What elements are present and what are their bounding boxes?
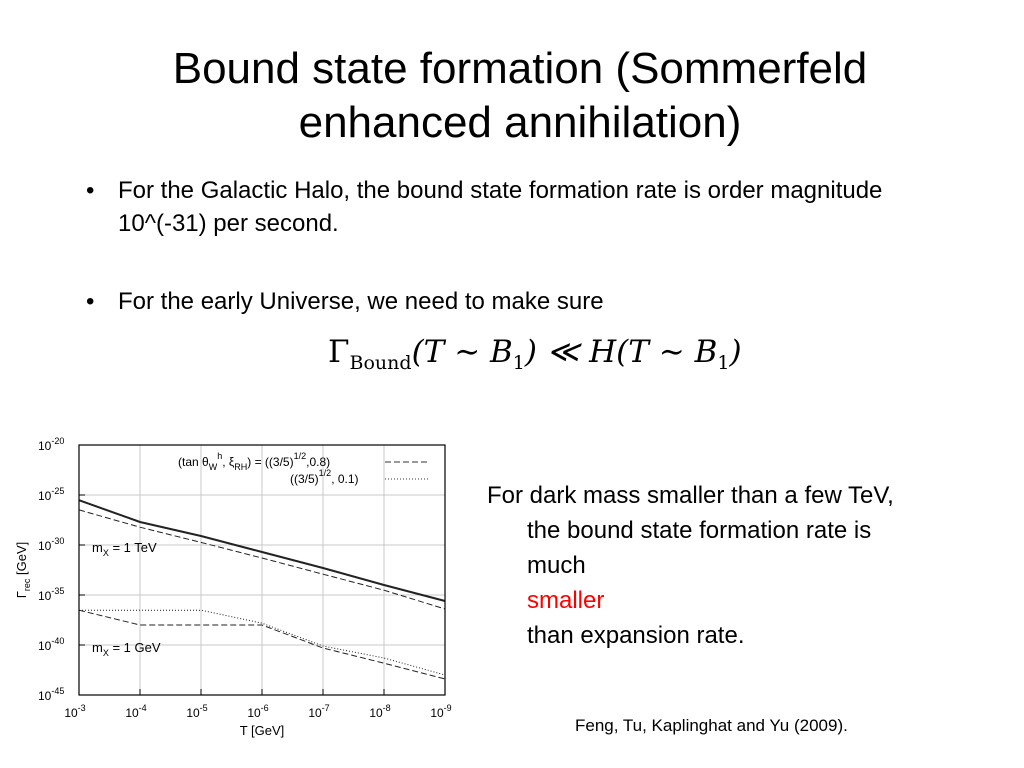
y-tick-exponent: -40: [51, 636, 64, 646]
x-tick-exponent: -4: [139, 703, 147, 713]
x-tick-label: 10-4: [125, 703, 146, 720]
series-line-1: [78, 499, 446, 602]
x-tick-label: 10-8: [369, 703, 390, 720]
annotation-mx-1gev-sub: X: [103, 648, 109, 658]
side-text-line-2: the bound state formation rate is: [527, 517, 872, 544]
annotation-mx-1tev-sub: X: [103, 548, 109, 558]
bullet-marker: •: [86, 177, 95, 204]
equation-close: ): [729, 334, 742, 370]
bullet-item: • For the Galactic Halo, the bound state…: [86, 174, 966, 240]
annotation-mx-1gev: mX = 1 GeV: [92, 640, 161, 658]
annotation-mx-1tev: mX = 1 TeV: [92, 540, 157, 558]
x-tick-label: 10-6: [247, 703, 268, 720]
legend-line-1-sub-w: W: [209, 462, 218, 472]
side-text-line-3: much smaller than expansion rate.: [487, 548, 987, 653]
highlighted-word-smaller: smaller: [527, 587, 605, 614]
x-axis-label: T [GeV]: [240, 723, 285, 738]
y-tick-mantissa: 10: [38, 589, 52, 603]
y-tick-mantissa: 10: [38, 539, 52, 553]
legend-line-2-tail: , 0.1): [331, 472, 358, 486]
y-tick-mantissa: 10: [38, 689, 52, 703]
x-tick-exponent: -9: [444, 703, 452, 713]
bullet-list: • For the Galactic Halo, the bound state…: [86, 174, 966, 318]
x-tick-exponent: -7: [322, 703, 330, 713]
side-explanation: For dark mass smaller than a few TeV, th…: [487, 478, 987, 653]
legend-line-2-sup: 1/2: [319, 468, 332, 478]
y-tick-mantissa: 10: [38, 489, 52, 503]
side-text-line-1: For dark mass smaller than a few TeV,: [487, 482, 894, 509]
x-tick-label: 10-9: [430, 703, 451, 720]
legend-line-1-sup: 1/2: [294, 451, 307, 461]
chart-grid: [78, 444, 446, 696]
series-line-3: [79, 609, 446, 676]
x-tick-label: 10-7: [308, 703, 329, 720]
legend-line-2: ((3/5)1/2, 0.1): [290, 468, 359, 486]
y-tick-label: 10-30: [38, 536, 64, 553]
y-tick-mantissa: 10: [38, 439, 52, 453]
equation-subscript-2: 1: [717, 352, 730, 375]
x-tick-mantissa: 10: [186, 706, 200, 720]
legend-line-1-tail: ,0.8): [306, 455, 330, 469]
y-axis-label-main: Γ: [14, 591, 29, 598]
slide-title: Bound state formation (Sommerfeld enhanc…: [120, 42, 920, 150]
legend-line-1-mid: , ξ: [222, 455, 235, 469]
equation-relation: ) ≪ H(T ∼ B: [524, 334, 718, 370]
equation-lhs-args: (T ∼ B: [411, 334, 513, 370]
y-tick-exponent: -45: [51, 686, 64, 696]
x-tick-label: 10-3: [64, 703, 85, 720]
y-tick-label: 10-20: [38, 436, 64, 453]
x-tick-mantissa: 10: [64, 706, 78, 720]
recombination-rate-chart: 10-3 10-4 10-5 10-6 10-7 10-8 10-910-2010-2510…: [14, 436, 452, 738]
legend-line-2-prefix: ((3/5): [290, 472, 319, 486]
slide-title-line-2: enhanced annihilation): [298, 98, 742, 147]
annotation-mx-1tev-pre: m: [92, 540, 103, 555]
side-text-line-3-pre: much: [527, 552, 586, 579]
chart-ticks: 10-3 10-4 10-5 10-6 10-7 10-8 10-910-2010-2510…: [38, 436, 452, 720]
gamma-symbol: Γ: [328, 334, 350, 370]
gamma-subscript: Bound: [349, 352, 412, 375]
citation: Feng, Tu, Kaplinghat and Yu (2009).: [575, 716, 848, 735]
annotation-mx-1tev-post: = 1 TeV: [109, 540, 157, 555]
legend-line-1: (tan θWh, ξRH) = ((3/5)1/2,0.8): [178, 451, 330, 472]
x-tick-mantissa: 10: [308, 706, 322, 720]
x-tick-mantissa: 10: [369, 706, 383, 720]
bullet-marker: •: [86, 288, 95, 315]
annotation-mx-1gev-post: = 1 GeV: [109, 640, 161, 655]
side-text-line-3-post: than expansion rate.: [527, 622, 745, 649]
y-tick-label: 10-35: [38, 586, 64, 603]
x-tick-mantissa: 10: [247, 706, 261, 720]
rate-inequality-equation: ΓBound(T ∼ B1) ≪ H(T ∼ B1): [328, 334, 742, 374]
slide-title-line-1: Bound state formation (Sommerfeld: [172, 44, 868, 93]
legend-line-1-prefix: (tan θ: [178, 455, 209, 469]
y-axis-label: Γrec [GeV]: [14, 542, 32, 599]
y-axis-label-sub: rec: [22, 578, 32, 591]
bullet-text-early-universe: For the early Universe, we need to make …: [118, 288, 604, 315]
y-axis-label-unit: [GeV]: [14, 542, 29, 579]
equation-subscript-1: 1: [512, 352, 525, 375]
y-tick-label: 10-40: [38, 636, 64, 653]
x-tick-mantissa: 10: [430, 706, 444, 720]
y-tick-exponent: -25: [51, 486, 64, 496]
x-tick-exponent: -5: [200, 703, 208, 713]
y-tick-exponent: -20: [51, 436, 64, 446]
legend-line-1-sub-rh: RH: [234, 462, 247, 472]
y-tick-exponent: -30: [51, 536, 64, 546]
y-tick-label: 10-45: [38, 686, 64, 703]
chart-series-group: [78, 499, 446, 680]
x-tick-exponent: -3: [78, 703, 86, 713]
bullet-text-galactic-halo: For the Galactic Halo, the bound state f…: [118, 177, 883, 237]
series-line-2: [78, 509, 446, 610]
x-tick-exponent: -6: [261, 703, 269, 713]
x-tick-mantissa: 10: [125, 706, 139, 720]
bullet-item: • For the early Universe, we need to mak…: [86, 285, 966, 318]
legend-line-1-eq: ) = ((3/5): [247, 455, 293, 469]
annotation-mx-1gev-pre: m: [92, 640, 103, 655]
x-tick-label: 10-5: [186, 703, 207, 720]
y-tick-label: 10-25: [38, 486, 64, 503]
series-line-4: [78, 609, 446, 680]
y-tick-exponent: -35: [51, 586, 64, 596]
x-tick-exponent: -8: [383, 703, 391, 713]
legend-line-1-sup-h: h: [217, 451, 222, 461]
y-tick-mantissa: 10: [38, 639, 52, 653]
